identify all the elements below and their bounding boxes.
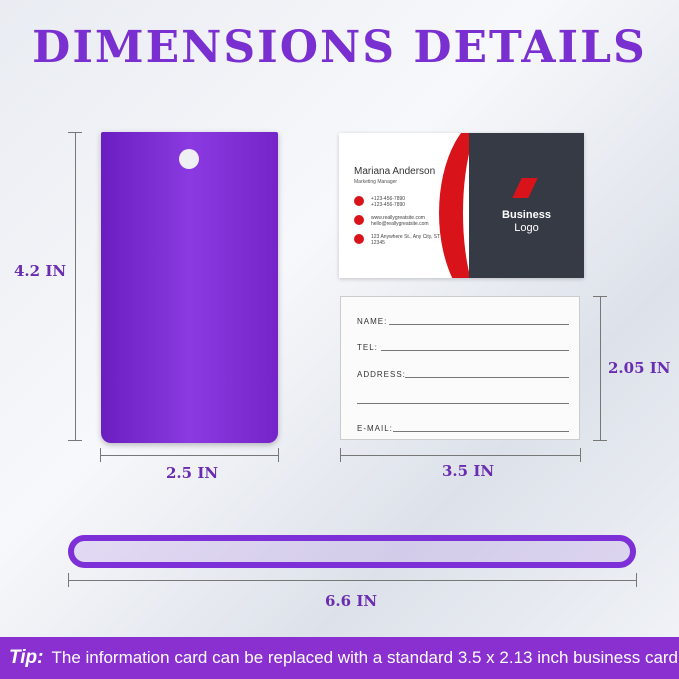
globe-icon <box>354 215 364 225</box>
tag-width-label: 2.5 IN <box>166 464 219 482</box>
card-web: www.reallygreatsite.com hello@reallygreat… <box>371 215 429 227</box>
email: hello@reallygreatsite.com <box>371 221 429 227</box>
dimension-line <box>600 296 601 440</box>
dimension-tick <box>68 440 82 441</box>
dimension-tick <box>68 573 69 587</box>
dimension-tick <box>593 296 607 297</box>
card-address: 123 Anywhere St., Any City, ST 12345 <box>371 234 440 246</box>
card-height-label: 2.05 IN <box>608 359 671 377</box>
location-icon <box>354 234 364 244</box>
dimension-line <box>340 455 580 456</box>
dimension-tick <box>100 448 101 462</box>
page-title: DIMENSIONS DETAILS <box>32 22 647 73</box>
field-email: E-MAIL: <box>357 424 393 433</box>
phone-icon <box>354 196 364 206</box>
card-phones: +123-456-7890 +123-456-7890 <box>371 196 405 208</box>
information-card: NAME: TEL: ADDRESS: E-MAIL: <box>340 296 580 440</box>
address: 12345 <box>371 240 385 246</box>
logo-panel: Business Logo <box>469 133 584 278</box>
dimension-line <box>75 132 76 440</box>
dimension-line <box>68 580 636 581</box>
field-address: ADDRESS: <box>357 370 406 379</box>
dimension-tick <box>68 132 82 133</box>
purple-strap <box>68 535 636 568</box>
write-line <box>389 324 569 325</box>
field-tel: TEL: <box>357 343 378 352</box>
card-width-label: 3.5 IN <box>442 462 495 480</box>
phone: +123-456-7890 <box>371 202 406 208</box>
tag-height-label: 4.2 IN <box>14 262 67 280</box>
phone: +123-456-7890 <box>371 196 406 202</box>
logo-text: Business Logo <box>469 209 584 235</box>
purple-luggage-tag <box>101 132 278 443</box>
card-name: Mariana Anderson <box>354 166 436 177</box>
website: www.reallygreatsite.com <box>371 215 425 221</box>
logo-icon <box>512 178 538 198</box>
dimension-tick <box>636 573 637 587</box>
strap-length-label: 6.6 IN <box>325 592 378 610</box>
tag-hole <box>179 149 199 169</box>
write-line <box>381 350 569 351</box>
tip-label: Tip: <box>9 647 44 668</box>
dimension-tick <box>593 440 607 441</box>
tip-bar: Tip: The information card can be replaced… <box>0 637 679 679</box>
business-card: Business Logo Mariana Anderson Marketing … <box>339 133 584 278</box>
tip-text: The information card can be replaced wit… <box>51 648 679 667</box>
write-line <box>357 403 569 404</box>
address: 123 Anywhere St., Any City, ST <box>371 234 441 240</box>
logo-line: Business <box>502 209 551 221</box>
dimension-line <box>100 455 278 456</box>
field-name: NAME: <box>357 317 388 326</box>
write-line <box>393 431 569 432</box>
logo-line: Logo <box>514 222 539 234</box>
write-line <box>405 377 569 378</box>
dimension-tick <box>580 448 581 462</box>
card-role: Marketing Manager <box>354 179 398 185</box>
dimension-tick <box>278 448 279 462</box>
dimension-tick <box>340 448 341 462</box>
